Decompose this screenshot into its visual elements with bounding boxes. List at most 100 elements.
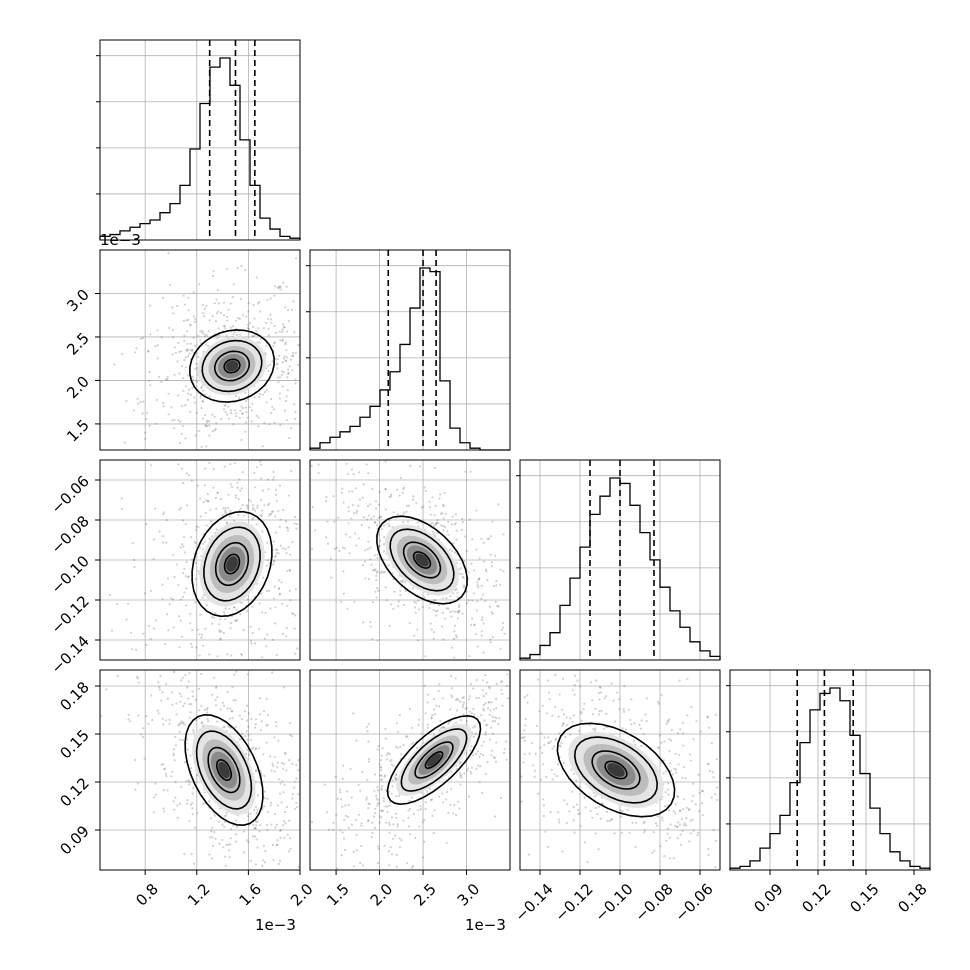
- scatter-point: [282, 762, 285, 766]
- scatter-point: [374, 568, 377, 571]
- scatter-point: [293, 807, 296, 810]
- scatter-point: [224, 607, 227, 610]
- scatter-point: [669, 762, 672, 765]
- scatter-point: [383, 536, 386, 539]
- scatter-point: [396, 823, 399, 826]
- scatter-point: [183, 761, 186, 764]
- scatter-point: [682, 744, 685, 747]
- scatter-point: [534, 752, 537, 756]
- scatter-point: [134, 351, 137, 354]
- scatter-point: [148, 304, 151, 307]
- scatter-point: [132, 558, 135, 562]
- scatter-point: [672, 857, 675, 860]
- scatter-point: [285, 552, 288, 555]
- scatter-point: [547, 742, 550, 745]
- scatter-point: [211, 836, 214, 839]
- scatter-point: [461, 576, 464, 579]
- scatter-point: [404, 589, 408, 593]
- scatter-point: [186, 342, 189, 345]
- scatter-point: [253, 809, 256, 812]
- scatter-point: [148, 371, 151, 374]
- scatter-point: [226, 707, 229, 710]
- scatter-point: [346, 815, 349, 819]
- scatter-point: [667, 793, 670, 796]
- scatter-point: [526, 701, 529, 704]
- scatter-point: [674, 803, 678, 806]
- scatter-point: [438, 497, 441, 500]
- scatter-point: [171, 353, 174, 356]
- scatter-point: [342, 592, 345, 595]
- scatter-point: [192, 730, 195, 734]
- scatter-point: [251, 518, 254, 521]
- scatter-point: [500, 688, 503, 691]
- scatter-point: [195, 411, 198, 414]
- scatter-point: [275, 551, 278, 555]
- scatter-point: [400, 580, 403, 583]
- scatter-point: [198, 546, 201, 549]
- scatter-point: [434, 523, 437, 526]
- scatter-point: [667, 788, 670, 791]
- scatter-point: [183, 551, 186, 554]
- scatter-point: [177, 341, 180, 344]
- contour-4-2-0: [386, 714, 482, 806]
- scatter-point: [412, 864, 415, 868]
- scatter-point: [388, 831, 391, 834]
- contour-4-2-2: [414, 741, 454, 779]
- scatter-point: [430, 628, 433, 631]
- scatter-point: [633, 722, 636, 725]
- scatter-point: [195, 525, 198, 528]
- scatter-point: [228, 607, 231, 610]
- scatter-point: [376, 556, 379, 560]
- contour-3-2-3: [412, 551, 432, 569]
- scatter-point: [679, 728, 682, 731]
- scatter-point: [209, 508, 212, 511]
- scatter-point: [461, 706, 464, 709]
- scatter-point: [265, 589, 268, 592]
- scatter-point: [375, 794, 378, 797]
- scatter-point: [680, 818, 684, 821]
- scatter-point: [120, 507, 123, 511]
- scatter-point: [288, 436, 291, 440]
- scatter-point: [388, 525, 391, 528]
- scatter-point: [186, 799, 189, 802]
- scatter-point: [487, 707, 490, 710]
- scatter-point: [203, 791, 206, 794]
- scatter-point: [458, 772, 462, 775]
- scatter-point: [496, 604, 499, 608]
- scatter-point: [564, 735, 567, 739]
- scatter-point: [227, 405, 230, 408]
- scatter-point: [495, 706, 498, 710]
- contour-4-1-0: [184, 713, 264, 827]
- scatter-point: [194, 577, 197, 581]
- scatter-point: [382, 797, 385, 800]
- scatter-point: [227, 843, 230, 846]
- scatter-point: [486, 579, 489, 582]
- scatter-point: [472, 754, 475, 757]
- scatter-point: [380, 816, 383, 819]
- scatter-point: [455, 813, 458, 817]
- scatter-point: [269, 297, 272, 300]
- scatter-point: [348, 490, 351, 493]
- scatter-point: [393, 776, 396, 779]
- scatter-point: [270, 769, 273, 772]
- scatter-point: [195, 719, 198, 722]
- scatter-point: [565, 724, 569, 727]
- scatter-point: [173, 759, 176, 762]
- scatter-point: [543, 736, 546, 739]
- scatter-point: [263, 637, 267, 640]
- scatter-point: [535, 724, 538, 728]
- scatter-point: [260, 463, 263, 466]
- scatter-point: [200, 722, 204, 725]
- scatter-point: [575, 803, 578, 806]
- scatter-point: [225, 522, 228, 525]
- contour-2-1-3: [223, 358, 241, 374]
- scatter-point: [379, 516, 382, 519]
- scatter-point: [432, 637, 435, 640]
- scatter-point: [276, 286, 279, 289]
- scatter-point: [438, 705, 441, 708]
- scatter-point: [533, 775, 536, 779]
- scatter-point: [340, 491, 343, 494]
- scatter-point: [665, 839, 668, 843]
- scatter-point: [634, 846, 637, 849]
- scatter-point: [411, 587, 415, 590]
